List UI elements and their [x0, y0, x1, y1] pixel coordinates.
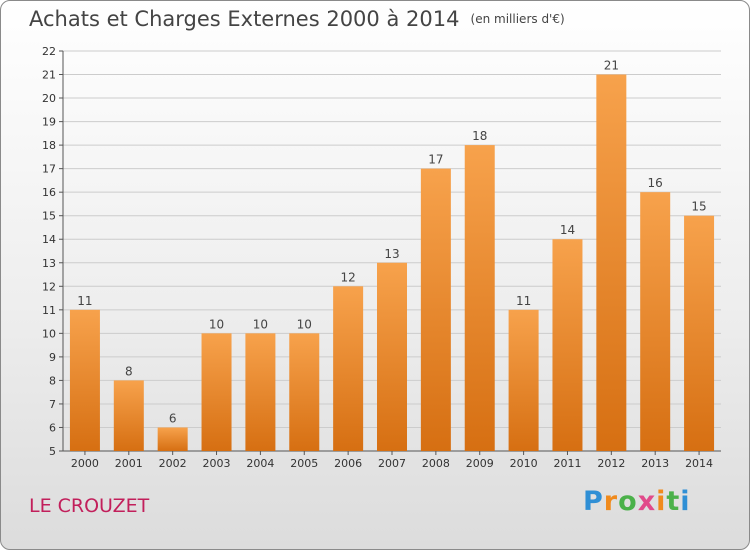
x-tick-label: 2007 — [378, 457, 406, 470]
bar-value-label: 10 — [209, 317, 224, 331]
bars — [69, 74, 715, 452]
bar-value-label: 6 — [169, 411, 177, 425]
logo-letter: P — [583, 486, 604, 517]
y-tick-label: 13 — [42, 257, 56, 270]
y-tick-label: 15 — [42, 210, 56, 223]
x-tick-label: 2011 — [553, 457, 581, 470]
y-tick-label: 9 — [49, 351, 56, 364]
bar-value-label: 16 — [648, 176, 663, 190]
x-tick-label: 2012 — [597, 457, 625, 470]
x-tick-label: 2008 — [422, 457, 450, 470]
bar — [552, 239, 583, 451]
y-tick-label: 19 — [42, 116, 56, 129]
x-tick-label: 2013 — [641, 457, 669, 470]
x-tick-label: 2000 — [71, 457, 99, 470]
logo-letter: x — [637, 486, 657, 517]
bar-value-label: 13 — [384, 247, 399, 261]
x-tick-label: 2003 — [203, 457, 231, 470]
y-tick-label: 20 — [42, 92, 56, 105]
y-tick-label: 21 — [42, 69, 56, 82]
y-tick-label: 14 — [42, 233, 56, 246]
logo-letter: r — [603, 486, 619, 517]
y-tick-label: 7 — [49, 398, 56, 411]
chart-title: Achats et Charges Externes 2000 à 2014 — [29, 7, 460, 31]
labels: 5 6 7 8 9 10 11 12 13 14 15 16 17 18 19 20 21 22 11 2000 8 20… — [42, 45, 713, 470]
proxiti-logo[interactable]: Proxiti — [583, 486, 691, 517]
bar — [508, 309, 539, 451]
bar — [69, 309, 100, 451]
logo-letter: o — [618, 486, 638, 517]
y-tick-label: 17 — [42, 163, 56, 176]
x-tick-label: 2014 — [685, 457, 713, 470]
y-tick-label: 6 — [49, 421, 56, 434]
bar — [113, 380, 144, 451]
bar — [684, 215, 715, 451]
bar-value-label: 18 — [472, 129, 487, 143]
bar-value-label: 10 — [297, 317, 312, 331]
logo-letter: i — [656, 486, 667, 517]
y-tick-label: 12 — [42, 280, 56, 293]
chart-title-block: Achats et Charges Externes 2000 à 2014 (… — [29, 7, 565, 31]
y-tick-label: 10 — [42, 327, 56, 340]
bar — [640, 192, 671, 452]
logo-letter: t — [666, 486, 681, 517]
x-tick-label: 2004 — [246, 457, 274, 470]
bar — [201, 333, 232, 451]
bar-value-label: 14 — [560, 223, 575, 237]
bar-value-label: 11 — [516, 294, 531, 308]
y-tick-label: 11 — [42, 304, 56, 317]
bar — [245, 333, 276, 451]
y-tick-label: 5 — [49, 445, 56, 458]
x-tick-label: 2005 — [290, 457, 318, 470]
bar — [420, 168, 451, 451]
bar-value-label: 12 — [340, 270, 355, 284]
place-name: LE CROUZET — [29, 495, 150, 517]
y-tick-label: 18 — [42, 139, 56, 152]
x-tick-label: 2010 — [510, 457, 538, 470]
bar-value-label: 8 — [125, 364, 133, 378]
x-tick-label: 2009 — [466, 457, 494, 470]
bar — [464, 145, 495, 451]
chart-unit: (en milliers d'€) — [470, 12, 565, 26]
bar-value-label: 15 — [691, 200, 706, 214]
bar-value-label: 11 — [77, 294, 92, 308]
bar-value-label: 17 — [428, 153, 443, 167]
y-tick-label: 22 — [42, 45, 56, 58]
y-tick-label: 16 — [42, 186, 56, 199]
bar — [157, 427, 188, 451]
bar — [377, 262, 407, 451]
bar-value-label: 21 — [604, 59, 619, 73]
bar — [333, 286, 364, 451]
bar-value-label: 10 — [253, 317, 268, 331]
bar — [289, 333, 320, 451]
x-tick-label: 2001 — [115, 457, 143, 470]
logo-letter: i — [680, 486, 691, 517]
bar — [596, 74, 627, 451]
x-tick-label: 2002 — [159, 457, 187, 470]
y-tick-label: 8 — [49, 374, 56, 387]
x-tick-label: 2006 — [334, 457, 362, 470]
